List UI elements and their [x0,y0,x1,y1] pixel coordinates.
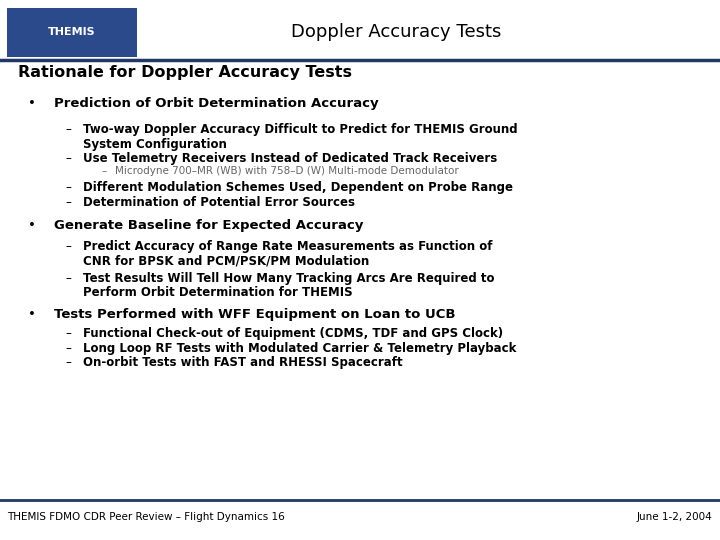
Text: Use Telemetry Receivers Instead of Dedicated Track Receivers: Use Telemetry Receivers Instead of Dedic… [83,152,497,165]
Text: Functional Check-out of Equipment (CDMS, TDF and GPS Clock): Functional Check-out of Equipment (CDMS,… [83,327,503,340]
Text: Perform Orbit Determination for THEMIS: Perform Orbit Determination for THEMIS [83,286,352,299]
Text: Long Loop RF Tests with Modulated Carrier & Telemetry Playback: Long Loop RF Tests with Modulated Carrie… [83,342,516,355]
Bar [7,8,137,57]
Text: •: • [29,219,36,232]
Text: •: • [29,308,36,321]
Text: June 1-2, 2004: June 1-2, 2004 [637,512,713,522]
Text: –: – [66,152,71,165]
Text: On-orbit Tests with FAST and RHESSI Spacecraft: On-orbit Tests with FAST and RHESSI Spac… [83,356,402,369]
Text: CNR for BPSK and PCM/PSK/PM Modulation: CNR for BPSK and PCM/PSK/PM Modulation [83,255,369,268]
Text: Microdyne 700–MR (WB) with 758–D (W) Multi-mode Demodulator: Microdyne 700–MR (WB) with 758–D (W) Mul… [115,166,459,176]
Text: Tests Performed with WFF Equipment on Loan to UCB: Tests Performed with WFF Equipment on Lo… [54,308,456,321]
Text: Test Results Will Tell How Many Tracking Arcs Are Required to: Test Results Will Tell How Many Tracking… [83,272,495,285]
Text: Generate Baseline for Expected Accuracy: Generate Baseline for Expected Accuracy [54,219,364,232]
Text: Doppler Accuracy Tests: Doppler Accuracy Tests [291,23,501,42]
Text: Two-way Doppler Accuracy Difficult to Predict for THEMIS Ground: Two-way Doppler Accuracy Difficult to Pr… [83,123,518,136]
Text: –: – [66,327,71,340]
Text: –: – [66,356,71,369]
Text: –: – [66,123,71,136]
Text: Determination of Potential Error Sources: Determination of Potential Error Sources [83,196,355,209]
Text: Prediction of Orbit Determination Accuracy: Prediction of Orbit Determination Accura… [54,97,379,110]
Text: Different Modulation Schemes Used, Dependent on Probe Range: Different Modulation Schemes Used, Depen… [83,181,513,194]
Text: THEMIS: THEMIS [48,28,96,37]
Text: –: – [66,181,71,194]
Text: –: – [66,196,71,209]
Text: Predict Accuracy of Range Rate Measurements as Function of: Predict Accuracy of Range Rate Measureme… [83,240,492,253]
Text: System Configuration: System Configuration [83,138,227,151]
Text: –: – [66,272,71,285]
Text: •: • [29,97,36,110]
Text: –: – [66,342,71,355]
Text: –: – [66,240,71,253]
Text: Rationale for Doppler Accuracy Tests: Rationale for Doppler Accuracy Tests [18,65,352,80]
Text: –: – [102,166,107,176]
Text: THEMIS FDMO CDR Peer Review – Flight Dynamics 16: THEMIS FDMO CDR Peer Review – Flight Dyn… [7,512,285,522]
